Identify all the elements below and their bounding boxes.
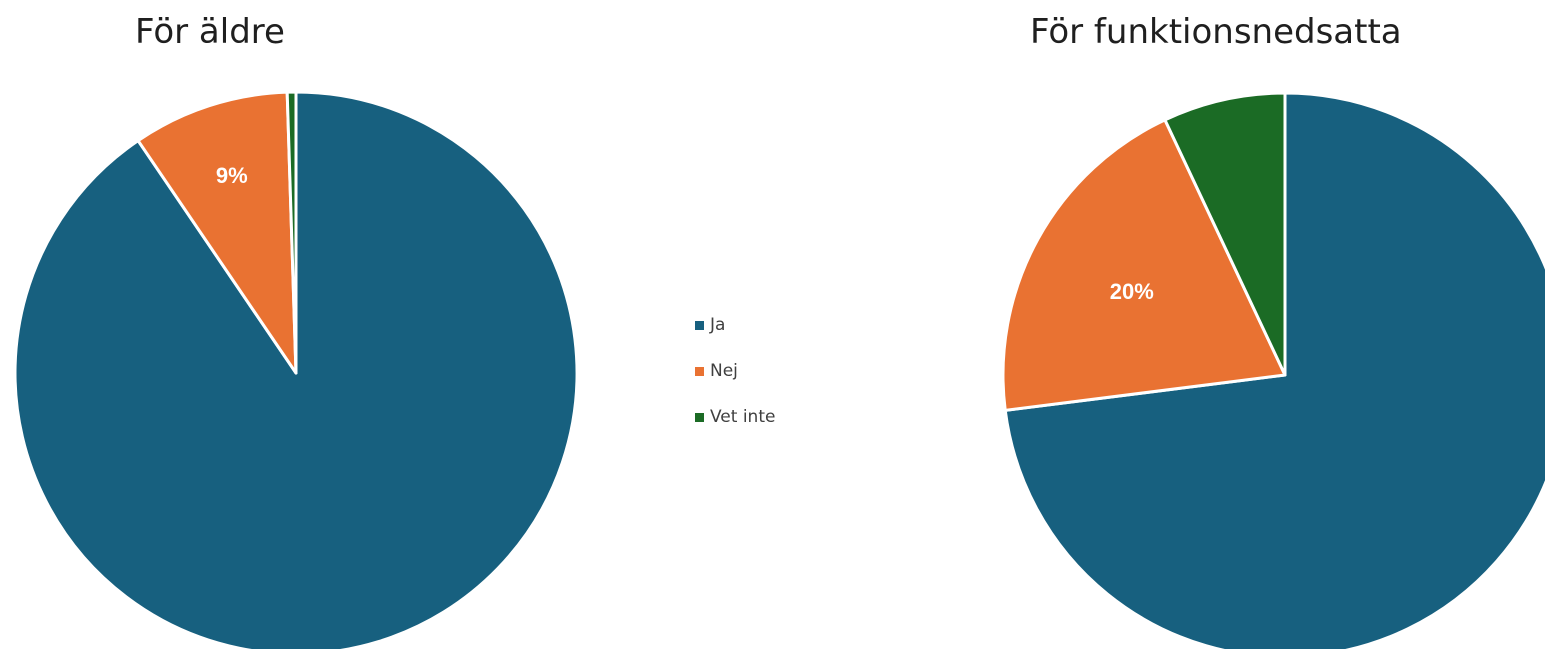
pie-slice-aldre-vet-inte bbox=[285, 90, 298, 375]
legend-swatch-vet-inte bbox=[695, 412, 704, 422]
legend: Ja Nej Vet inte bbox=[695, 313, 775, 451]
legend-item-vet-inte: Vet inte bbox=[695, 405, 775, 429]
chart-title-aldre: För äldre bbox=[135, 12, 285, 52]
data-label-aldre-nej: 9% bbox=[216, 163, 248, 188]
pie-slice-aldre-nej bbox=[136, 90, 298, 375]
legend-label-ja: Ja bbox=[710, 315, 726, 335]
legend-swatch-ja bbox=[695, 320, 704, 330]
legend-item-ja: Ja bbox=[695, 313, 775, 337]
chart-title-funktionsnedsatta: För funktionsnedsatta bbox=[1030, 12, 1402, 52]
pie-slice-funktionsnedsatta-ja bbox=[1003, 91, 1545, 649]
legend-label-vet-inte: Vet inte bbox=[710, 407, 776, 427]
pie-slice-funktionsnedsatta-vet-inte bbox=[1163, 91, 1287, 377]
legend-swatch-nej bbox=[695, 366, 704, 376]
legend-item-nej: Nej bbox=[695, 359, 775, 383]
pie-slice-funktionsnedsatta-nej bbox=[1001, 118, 1287, 412]
data-label-funktionsnedsatta-nej: 20% bbox=[1110, 279, 1154, 304]
legend-label-nej: Nej bbox=[710, 361, 738, 381]
